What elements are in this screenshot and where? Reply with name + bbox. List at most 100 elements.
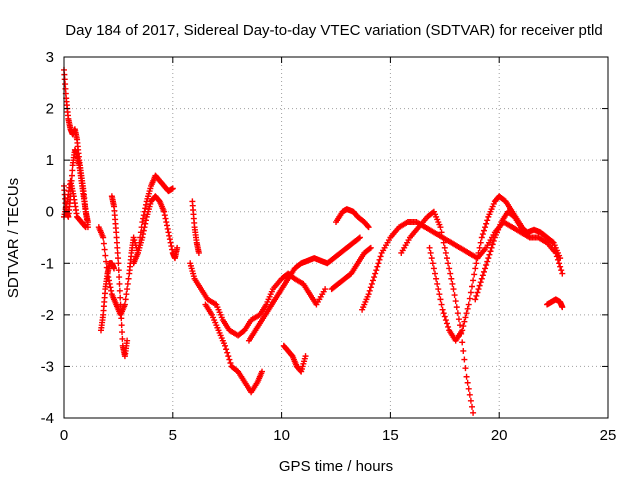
data-point (119, 335, 126, 342)
data-point (165, 229, 172, 236)
data-point (111, 265, 118, 272)
data-point (441, 244, 448, 251)
data-point (453, 304, 460, 311)
data-point (115, 267, 122, 274)
data-point (442, 317, 449, 324)
data-point (118, 322, 125, 329)
data-point (102, 252, 109, 259)
data-point (447, 270, 454, 277)
series-arc18 (472, 208, 564, 303)
data-point (114, 249, 121, 256)
data-point (367, 244, 374, 251)
data-point (443, 320, 450, 327)
data-point (124, 337, 131, 344)
data-point (142, 217, 149, 224)
series-arc5 (97, 260, 118, 334)
data-point (163, 219, 170, 226)
data-point (124, 280, 131, 287)
data-point (116, 280, 123, 287)
data-point (113, 239, 120, 246)
series-arc15 (359, 219, 566, 313)
data-point (365, 291, 372, 298)
data-point (436, 291, 443, 298)
series-arc19 (544, 296, 566, 311)
y-tick-label: 1 (46, 152, 54, 169)
data-point (471, 271, 478, 278)
data-point (467, 397, 474, 404)
data-point (376, 256, 383, 263)
data-point (169, 185, 176, 192)
data-point (454, 310, 461, 317)
data-point (227, 359, 234, 366)
data-point (373, 267, 380, 274)
data-point (485, 255, 492, 262)
data-point (478, 234, 485, 241)
y-tick-label: -3 (41, 358, 54, 375)
data-point (223, 346, 230, 353)
data-point (482, 224, 489, 231)
data-point (459, 339, 466, 346)
data-point (438, 229, 445, 236)
data-point (117, 301, 124, 308)
series-arc14 (333, 206, 372, 231)
data-point (440, 239, 447, 246)
data-point (484, 258, 491, 265)
data-point (140, 227, 147, 234)
data-point (141, 224, 148, 231)
data-point (475, 286, 482, 293)
data-point (457, 322, 464, 329)
data-point (222, 342, 229, 349)
data-point (116, 287, 123, 294)
data-point (142, 205, 149, 212)
data-point (476, 282, 483, 289)
data-point (477, 239, 484, 246)
data-point (322, 286, 329, 293)
y-tick-label: 3 (46, 49, 54, 66)
y-tick-label: -1 (41, 255, 54, 272)
data-point (483, 262, 490, 269)
data-point (429, 260, 436, 267)
data-point (119, 329, 126, 336)
data-point (107, 284, 114, 291)
data-point (455, 316, 462, 323)
x-tick-label: 25 (600, 427, 617, 444)
data-point (451, 292, 458, 299)
x-axis-label: GPS time / hours (279, 458, 393, 475)
data-points (61, 66, 566, 416)
chart-title: Day 184 of 2017, Sidereal Day-to-day VTE… (65, 22, 602, 39)
data-point (488, 244, 495, 251)
data-point (439, 234, 446, 241)
data-point (487, 248, 494, 255)
x-tick-label: 5 (169, 427, 177, 444)
data-point (489, 241, 496, 248)
data-point (446, 265, 453, 272)
data-point (465, 301, 472, 308)
data-point (68, 172, 75, 179)
data-point (448, 275, 455, 282)
data-point (114, 244, 121, 251)
data-point (435, 286, 442, 293)
data-point (440, 310, 447, 317)
data-point (142, 201, 149, 208)
y-tick-label: -4 (41, 410, 54, 427)
data-point (437, 224, 444, 231)
data-point (474, 255, 481, 262)
data-point (259, 368, 266, 375)
data-point (113, 229, 120, 236)
series-arc6 (108, 193, 131, 360)
data-point (479, 231, 486, 238)
y-tick-label: -2 (41, 307, 54, 324)
data-point (122, 296, 129, 303)
data-point (195, 249, 202, 256)
series-arc8 (189, 198, 202, 256)
y-tick-label: 2 (46, 101, 54, 118)
data-point (470, 409, 477, 416)
data-point (480, 268, 487, 275)
data-point (118, 315, 125, 322)
data-point (480, 227, 487, 234)
data-point (476, 244, 483, 251)
data-point (124, 286, 131, 293)
data-point (430, 265, 437, 272)
data-point (478, 275, 485, 282)
data-point (463, 373, 470, 380)
